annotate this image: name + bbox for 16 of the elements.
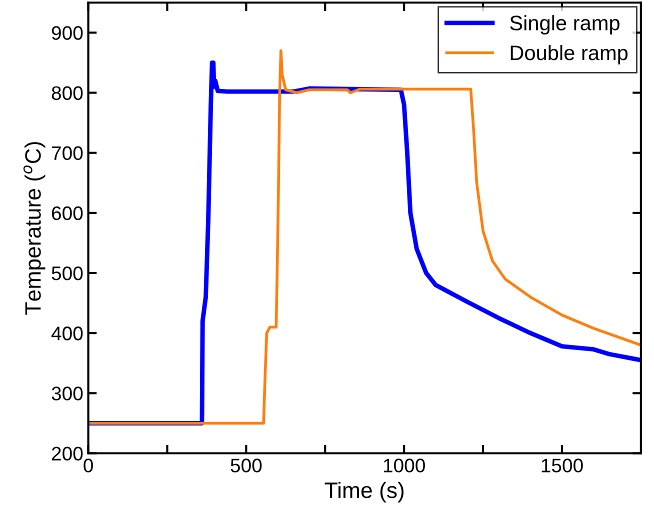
legend-label: Single ramp — [510, 15, 620, 35]
y-tick-label: 200 — [52, 446, 83, 461]
x-axis-title: Time (s) — [324, 482, 404, 503]
y-tick-label: 800 — [52, 86, 83, 100]
legend-label: Double ramp — [510, 44, 628, 64]
x-tick-label: 1500 — [542, 458, 583, 472]
y-axis-title: Temperature ($^{o}$C) — [23, 142, 46, 315]
y-tick-label: 300 — [52, 386, 83, 400]
y-tick-label: 400 — [51, 326, 83, 340]
y-tick-label: 700 — [52, 146, 83, 160]
y-tick-label: 900 — [52, 26, 83, 40]
x-tick-label: 1000 — [384, 458, 425, 472]
y-tick-label: 500 — [52, 266, 83, 280]
y-tick-label: 600 — [52, 206, 83, 220]
x-tick-label: 500 — [230, 458, 262, 472]
x-tick-label: 0 — [84, 458, 93, 472]
